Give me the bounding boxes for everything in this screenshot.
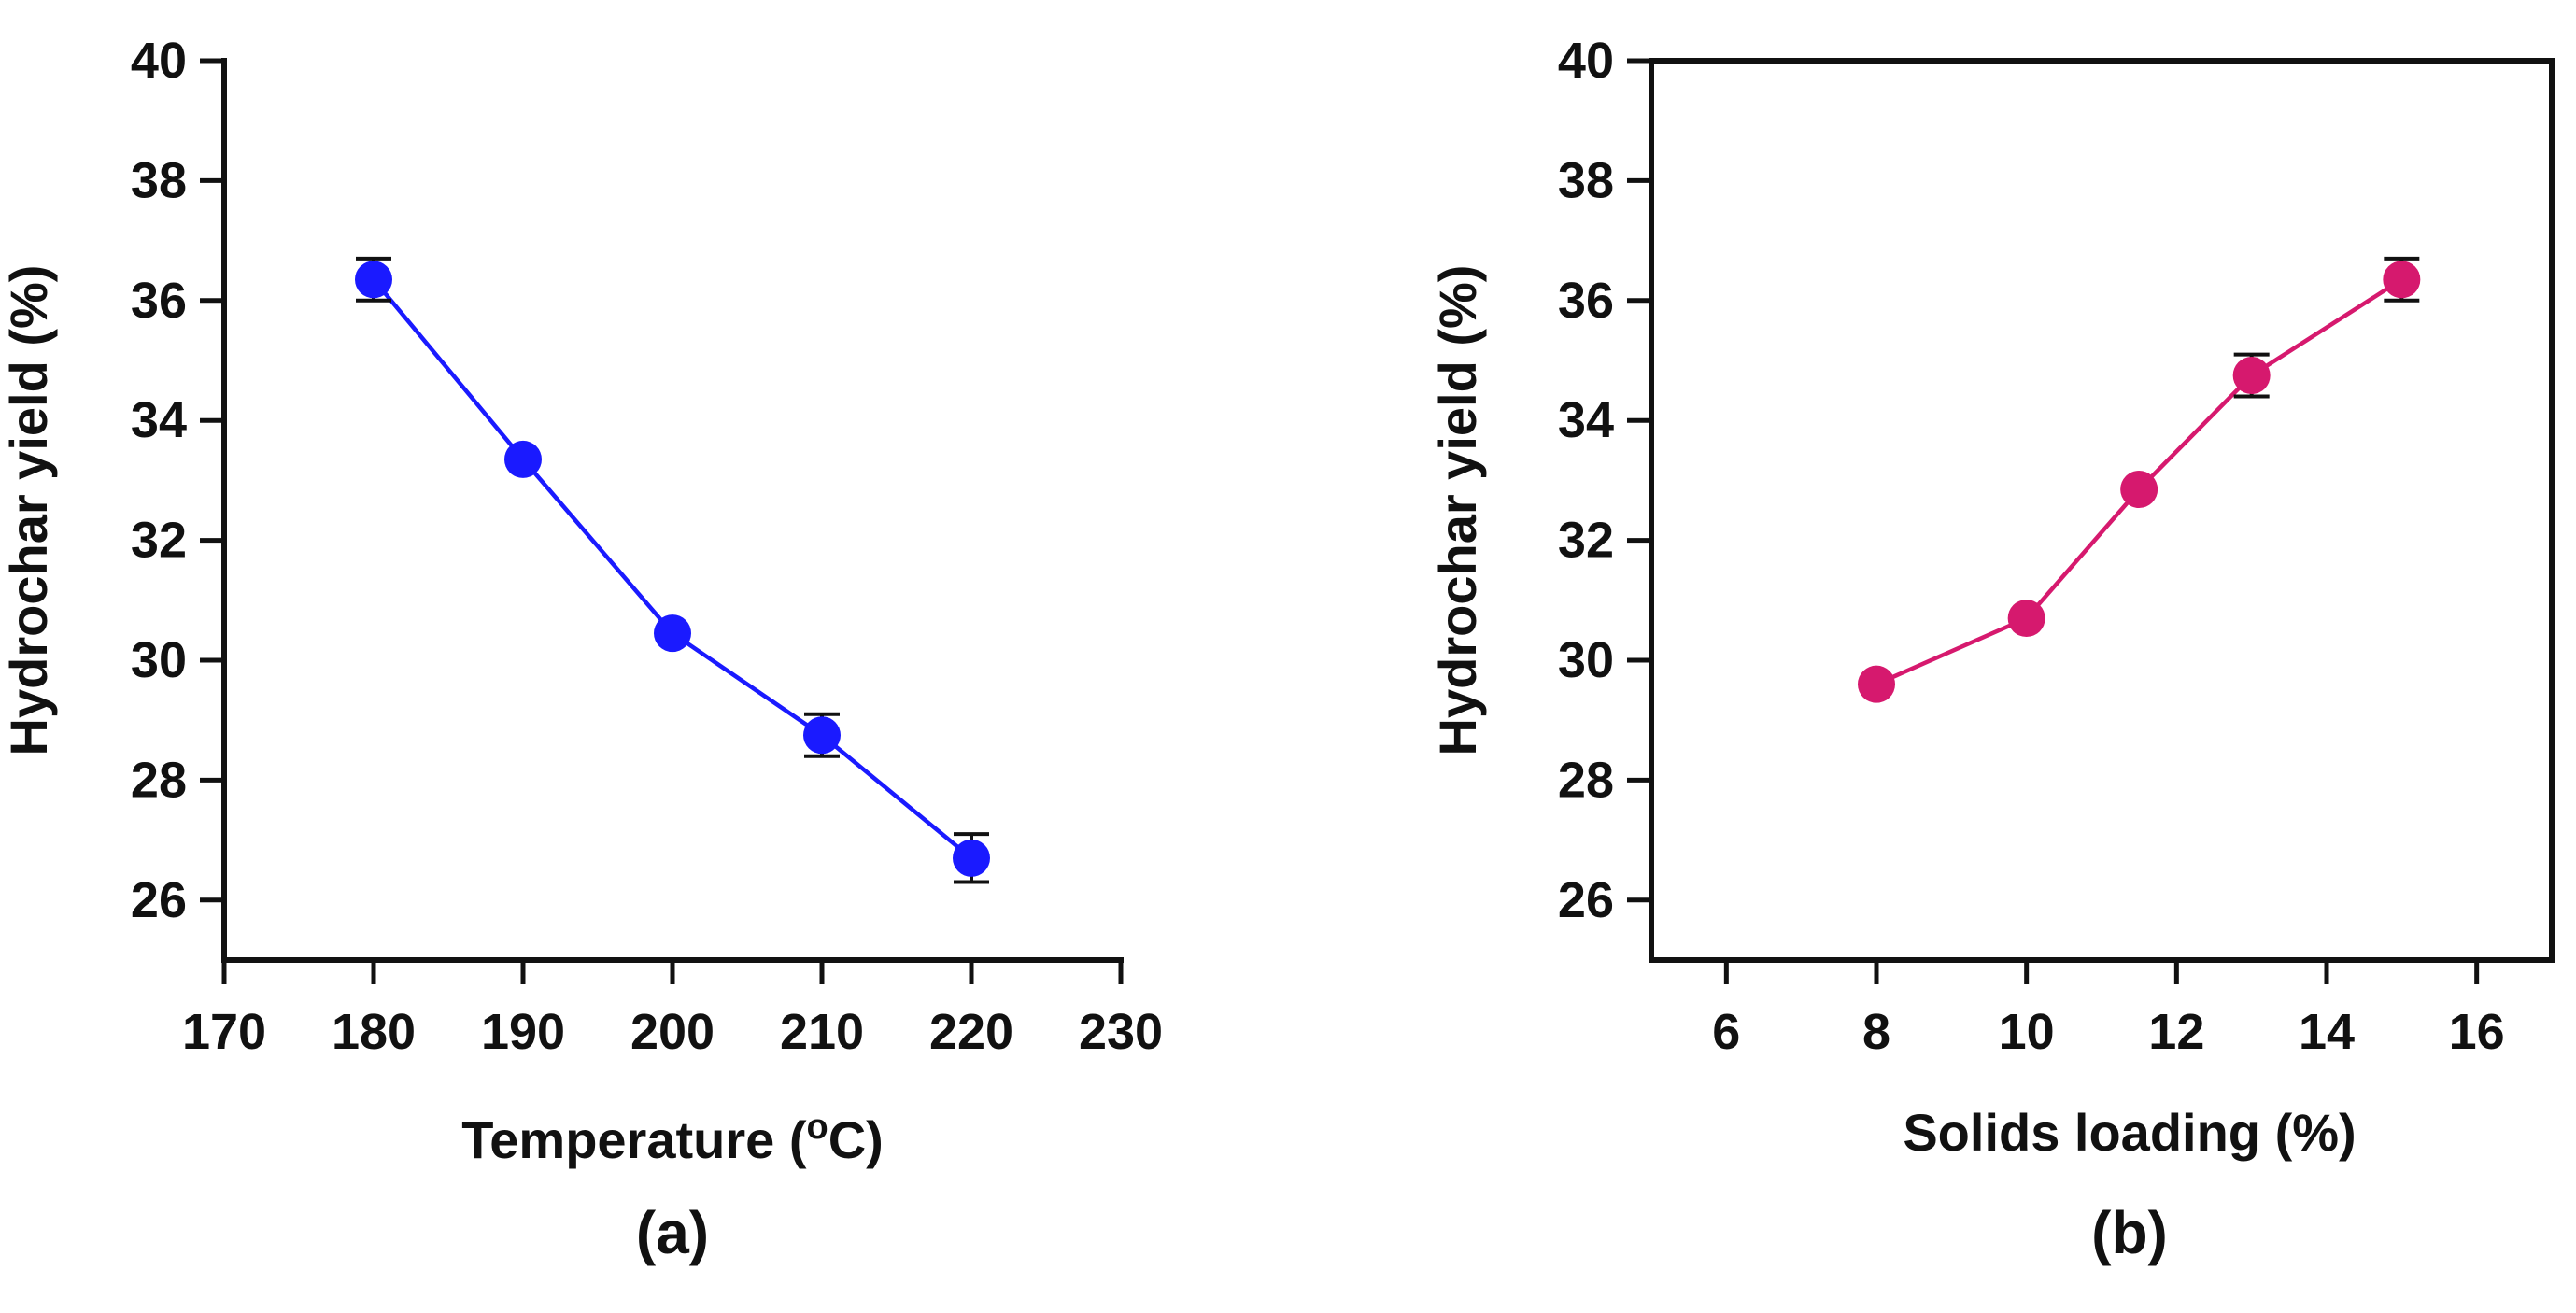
panel-label: (a)	[636, 1199, 709, 1266]
x-tick-label: 14	[2299, 1004, 2355, 1060]
x-tick-label: 230	[1079, 1004, 1163, 1060]
y-tick-label: 36	[131, 273, 187, 329]
x-tick-label: 10	[1999, 1004, 2055, 1060]
data-point	[1858, 665, 1895, 703]
data-point	[504, 440, 542, 478]
y-tick-label: 40	[131, 33, 187, 89]
data-point	[355, 261, 392, 299]
x-axis-label-suffix: C)	[828, 1110, 884, 1169]
y-axis-label: Hydrochar yield (%)	[0, 265, 58, 756]
x-tick-label: 6	[1712, 1004, 1740, 1060]
x-tick-label: 210	[780, 1004, 864, 1060]
y-tick-label: 34	[131, 392, 187, 448]
x-axis-label: Solids loading (%)	[1903, 1103, 2356, 1162]
y-tick-label: 28	[1558, 752, 1614, 808]
x-tick-label: 190	[481, 1004, 565, 1060]
y-tick-label: 34	[1558, 392, 1614, 448]
x-axis-label-text: Temperature (	[461, 1110, 807, 1169]
x-tick-label: 8	[1862, 1004, 1890, 1060]
x-tick-label: 220	[929, 1004, 1013, 1060]
panel-a: 26 28 30 32 34 36 38 40 170 180 190 200 210 220 230 Hyd…	[0, 33, 1163, 1266]
x-tick-label: 16	[2449, 1004, 2505, 1060]
panel-b: 26 28 30 32 34 36 38 40 6 8 10 12 14 16 Hydrochar yiel…	[1428, 33, 2555, 1266]
y-tick-label: 30	[131, 632, 187, 688]
x-tick-label: 12	[2148, 1004, 2204, 1060]
y-tick-label: 40	[1558, 33, 1614, 89]
data-point	[953, 839, 990, 877]
x-axis-label-superscript: o	[806, 1108, 828, 1147]
y-tick-label: 26	[1558, 872, 1614, 928]
data-point	[2120, 471, 2158, 509]
y-axis-label: Hydrochar yield (%)	[1428, 265, 1487, 756]
y-tick-label: 28	[131, 752, 187, 808]
panel-label: (b)	[2091, 1199, 2168, 1266]
y-tick-label: 38	[1558, 152, 1614, 208]
data-point	[654, 614, 691, 653]
x-axis-label: Temperature (oC)	[461, 1108, 884, 1169]
y-tick-label: 36	[1558, 273, 1614, 329]
x-tick-label: 200	[630, 1004, 715, 1060]
series-line	[372, 277, 973, 860]
data-point	[2007, 600, 2045, 638]
y-tick-label: 38	[131, 152, 187, 208]
data-point	[803, 716, 841, 755]
x-tick-label: 180	[332, 1004, 416, 1060]
x-tick-label: 170	[182, 1004, 266, 1060]
y-tick-label: 32	[131, 513, 187, 569]
y-tick-label: 30	[1558, 632, 1614, 688]
y-tick-label: 32	[1558, 513, 1614, 569]
x-axis-label-text: Solids loading (%)	[1903, 1103, 2356, 1162]
y-tick-label: 26	[131, 872, 187, 928]
data-point	[2383, 261, 2421, 299]
data-point	[2232, 357, 2271, 395]
